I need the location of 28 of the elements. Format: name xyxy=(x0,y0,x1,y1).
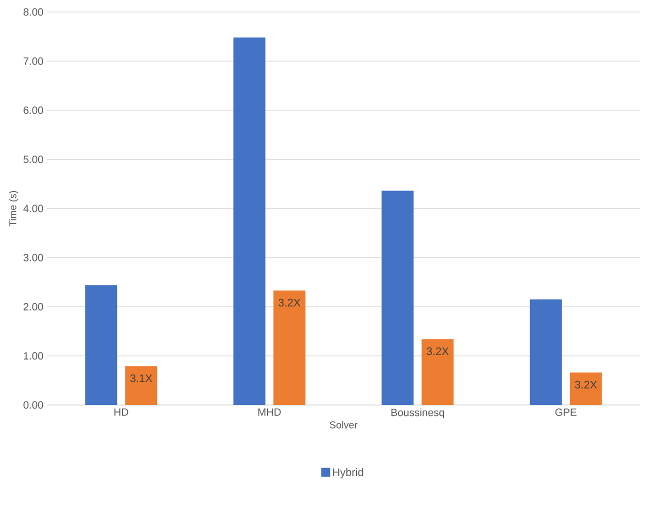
y-tick-label: 4.00 xyxy=(23,204,44,212)
y-tick-label: 1.00 xyxy=(24,352,44,360)
annotation: 3.2X xyxy=(278,298,300,306)
x-tick-label: HD xyxy=(114,408,128,416)
y-tick-label: 5.00 xyxy=(24,156,44,164)
x-axis-title: Solver xyxy=(330,421,358,428)
annotation: 3.1X xyxy=(130,374,152,382)
bar xyxy=(422,339,454,405)
bar xyxy=(85,285,118,405)
bar xyxy=(570,372,602,405)
y-tick-label: 2.00 xyxy=(24,303,44,310)
x-tick-label: GPE xyxy=(555,408,576,416)
y-tick-label: 3.00 xyxy=(24,254,44,262)
y-tick-label: 6.00 xyxy=(24,106,44,114)
x-tick-label: MHD xyxy=(258,408,281,416)
bar xyxy=(273,290,306,405)
x-tick-label: Boussinesq xyxy=(391,408,444,418)
bar xyxy=(382,190,414,405)
y-tick-label: 8.00 xyxy=(24,8,44,16)
bar xyxy=(233,38,266,405)
annotation: 3.2X xyxy=(575,380,597,389)
annotation: 3.2X xyxy=(426,347,449,356)
y-tick-label: 7.00 xyxy=(24,57,44,65)
y-tick-label: 0.00 xyxy=(24,401,44,409)
bar xyxy=(530,299,562,405)
bar xyxy=(125,366,158,405)
legend-label: Hybrid xyxy=(333,468,364,478)
y-axis-title: Time (s) xyxy=(9,191,18,226)
